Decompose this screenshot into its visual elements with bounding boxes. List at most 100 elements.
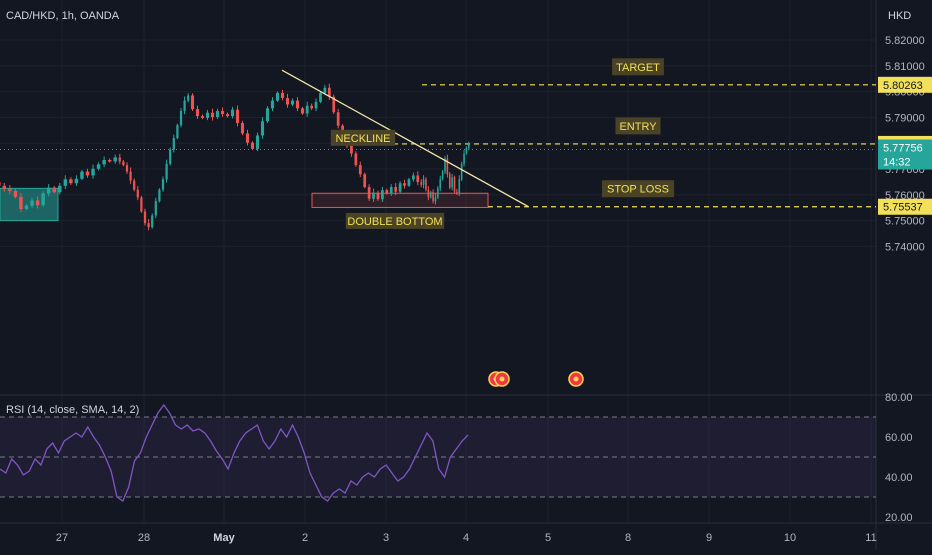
candle-body[interactable] (201, 116, 204, 118)
candle-body[interactable] (191, 95, 194, 109)
candle-body[interactable] (368, 187, 371, 199)
candle-body[interactable] (454, 177, 456, 191)
candle-body[interactable] (301, 108, 304, 113)
candle-body[interactable] (359, 165, 362, 174)
candle-body[interactable] (261, 121, 264, 135)
candle-body[interactable] (140, 197, 142, 211)
double-bottom-zone[interactable] (312, 193, 488, 207)
candle-body[interactable] (165, 164, 167, 179)
candle-body[interactable] (296, 101, 299, 109)
candle-body[interactable] (97, 164, 100, 168)
candle-body[interactable] (241, 123, 244, 133)
candle-body[interactable] (187, 95, 189, 100)
candle-body[interactable] (276, 93, 279, 101)
candle-body[interactable] (286, 98, 289, 104)
candle-body[interactable] (183, 101, 185, 111)
candle-body[interactable] (403, 183, 406, 186)
candle-body[interactable] (408, 179, 411, 185)
candle-body[interactable] (461, 164, 463, 179)
price-axis[interactable]: 5.820005.810005.800005.790005.780005.770… (878, 35, 932, 253)
candle-body[interactable] (442, 172, 444, 180)
candle-body[interactable] (372, 193, 375, 199)
candle-body[interactable] (226, 114, 229, 116)
candle-body[interactable] (36, 200, 39, 205)
candle-body[interactable] (337, 112, 340, 125)
candle-body[interactable] (458, 179, 460, 192)
candle-body[interactable] (425, 179, 427, 189)
candle-body[interactable] (114, 157, 117, 161)
candle-body[interactable] (108, 160, 111, 162)
candle-body[interactable] (394, 187, 397, 192)
candle-body[interactable] (324, 88, 327, 93)
candle-body[interactable] (319, 93, 322, 102)
candle-body[interactable] (169, 150, 171, 164)
candle-body[interactable] (221, 111, 224, 114)
candle-body[interactable] (41, 194, 44, 206)
candle-body[interactable] (354, 154, 357, 166)
candle-body[interactable] (381, 190, 384, 199)
candle-body[interactable] (119, 157, 121, 161)
candle-body[interactable] (236, 110, 239, 123)
candle-body[interactable] (416, 175, 419, 181)
candle-body[interactable] (468, 144, 470, 147)
candle-body[interactable] (137, 190, 139, 198)
candle-body[interactable] (75, 179, 78, 183)
candle-body[interactable] (291, 101, 294, 105)
candle-body[interactable] (176, 125, 178, 138)
candle-body[interactable] (53, 188, 56, 193)
candle-body[interactable] (399, 183, 402, 192)
candle-body[interactable] (206, 113, 209, 118)
candle-body[interactable] (80, 172, 83, 179)
candle-body[interactable] (466, 148, 468, 154)
candle-body[interactable] (266, 108, 269, 121)
candle-body[interactable] (271, 101, 274, 109)
candle-body[interactable] (435, 197, 437, 201)
candle-body[interactable] (423, 179, 425, 185)
candle-body[interactable] (69, 179, 72, 183)
candle-body[interactable] (86, 172, 89, 176)
candle-body[interactable] (14, 191, 17, 197)
candle-body[interactable] (126, 165, 128, 171)
candle-body[interactable] (377, 193, 380, 199)
candle-body[interactable] (8, 189, 11, 191)
candle-body[interactable] (281, 93, 284, 98)
candle-body[interactable] (430, 192, 432, 197)
candle-body[interactable] (216, 111, 219, 117)
candle-body[interactable] (64, 179, 67, 185)
candle-body[interactable] (58, 186, 61, 192)
candle-body[interactable] (158, 190, 160, 202)
candle-body[interactable] (463, 154, 465, 164)
candle-body[interactable] (129, 172, 131, 181)
candle-body[interactable] (155, 201, 157, 215)
candle-body[interactable] (151, 215, 153, 227)
candle-body[interactable] (133, 181, 135, 190)
candle-body[interactable] (231, 110, 234, 116)
candle-body[interactable] (251, 143, 254, 149)
candle-body[interactable] (363, 174, 366, 187)
candle-body[interactable] (211, 113, 214, 117)
candle-body[interactable] (162, 179, 164, 189)
candle-body[interactable] (30, 200, 33, 205)
candle-body[interactable] (47, 188, 50, 194)
candle-body[interactable] (180, 111, 182, 125)
candle-body[interactable] (256, 135, 259, 148)
candle-body[interactable] (144, 212, 146, 224)
candle-body[interactable] (196, 109, 199, 116)
candle-body[interactable] (432, 192, 434, 201)
candle-body[interactable] (350, 146, 353, 154)
candle-body[interactable] (451, 177, 453, 187)
candle-body[interactable] (315, 102, 318, 108)
candle-body[interactable] (3, 186, 6, 189)
candle-body[interactable] (19, 197, 22, 209)
candle-body[interactable] (173, 138, 175, 150)
candle-body[interactable] (25, 206, 28, 209)
candle-body[interactable] (428, 190, 430, 198)
candle-body[interactable] (390, 187, 393, 193)
candle-body[interactable] (310, 106, 313, 109)
candle-body[interactable] (439, 179, 441, 188)
candle-body[interactable] (420, 182, 422, 185)
candle-body[interactable] (91, 169, 94, 176)
candle-body[interactable] (122, 162, 124, 166)
